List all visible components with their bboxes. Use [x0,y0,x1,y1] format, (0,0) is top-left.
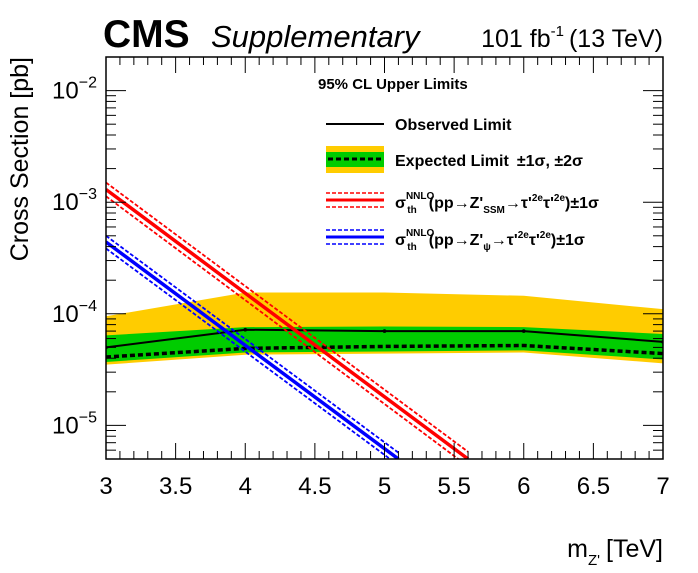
y-tick-label: 10−2 [52,75,97,105]
theory-psi-plus-line [106,235,399,454]
legend-ssm-label: σNNLO th (pp→Z'SSM→τ'2eτ'2e)±1σ [395,191,599,216]
legend-psi-label: σNNLO th (pp→Z'ψ→τ'2eτ'2e)±1σ [395,228,585,253]
y-tick-label: 10−4 [52,298,97,328]
x-tick-label: 6 [517,473,530,500]
x-tick-label: 3.5 [159,473,192,500]
theory-ssm-minus-line [106,195,460,459]
psi-sub: th [407,242,416,253]
observed-point [521,329,526,333]
psi-boson-sub: ψ [483,242,491,253]
legend-title: 95% CL Upper Limits [318,76,468,93]
psi-sup: NNLO [406,228,435,239]
ssm-proc3: τ' [543,195,554,212]
legend-expected-label: Expected Limit ±1σ, ±2σ [395,153,583,170]
theory-ssm-plus-line [106,181,469,453]
x-tick-label: 7 [656,473,669,500]
y-axis-title: Cross Section [pb] [6,57,34,261]
legend-observed-label: Observed Limit [395,117,512,134]
x-tick-label: 4.5 [298,473,331,500]
ssm-tau-sup: 2e [532,193,544,204]
supplementary-label: Supplementary [211,19,422,54]
x-tick-label: 4 [239,473,252,500]
tick-layer: 3 3.5 4 4.5 5 5.5 6 6.5 7 10−5 10−4 10−3 10−2 [52,56,670,500]
ssm-tail: )±1σ [565,195,599,212]
psi-sigma: σ [395,232,406,249]
lumi-value: 101 fb [481,25,551,53]
legend: 95% CL Upper Limits Observed Limit Expec… [318,76,599,253]
theory-psi-minus-line [106,247,392,459]
psi-proc1: (pp→Z' [429,232,483,249]
lumi-label: 101 fb-1 (13 TeV) [481,23,663,53]
x-tick-label: 6.5 [577,473,610,500]
y-tick-label: 10−5 [52,409,97,439]
ssm-boson-sub: SSM [483,205,505,216]
theory-ssm-line [106,188,470,459]
psi-proc2: →τ' [491,232,518,249]
x-axis-symbol: m [567,535,588,563]
data-layer [106,181,663,459]
ssm-proc1: (pp→Z' [429,195,483,212]
observed-point [243,327,248,332]
x-tick-label: 5.5 [437,473,470,500]
observed-point [382,329,387,333]
expected-limit-line [106,343,663,359]
legend-expected-bands: ±1σ, ±2σ [517,153,583,170]
psi-tail: )±1σ [551,232,585,249]
band-1sigma [106,326,663,362]
ssm-sigma: σ [395,195,406,212]
psi-tau-sup: 2e [518,230,530,241]
y-tick-label: 10−3 [52,186,97,216]
ssm-sup: NNLO [406,191,435,202]
x-tick-label: 5 [378,473,391,500]
cms-label: CMS [103,13,190,56]
psi-tau-sup-2: 2e [540,230,552,241]
ssm-tau-sup-2: 2e [554,193,566,204]
lumi-exponent: -1 [551,23,564,40]
ssm-sub: th [407,205,416,216]
ssm-proc2: →τ' [505,195,532,212]
theory-psi-line [106,240,400,459]
x-tick-label: 3 [99,473,112,500]
x-axis-unit: [TeV] [606,535,663,563]
legend-expected-text: Expected Limit [395,153,509,170]
energy-label: (13 TeV) [569,25,663,53]
psi-proc3: τ' [529,232,540,249]
x-axis-subscript: Z' [588,552,600,569]
x-axis-title: mZ' [TeV] [567,535,663,569]
